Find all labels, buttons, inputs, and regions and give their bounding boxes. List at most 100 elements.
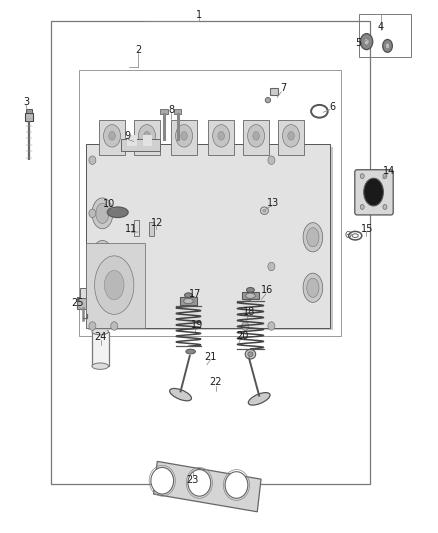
- Bar: [134, 220, 139, 236]
- Bar: [92, 332, 109, 366]
- Ellipse shape: [360, 174, 364, 179]
- Text: 21: 21: [204, 352, 216, 362]
- Ellipse shape: [92, 363, 109, 369]
- Bar: [127, 135, 137, 147]
- Ellipse shape: [247, 287, 254, 292]
- Ellipse shape: [213, 125, 230, 147]
- Ellipse shape: [268, 322, 275, 330]
- Ellipse shape: [383, 39, 392, 52]
- Ellipse shape: [364, 38, 369, 45]
- Ellipse shape: [360, 205, 364, 209]
- Ellipse shape: [385, 43, 390, 49]
- Text: 22: 22: [210, 377, 222, 387]
- Ellipse shape: [253, 132, 259, 140]
- Bar: [51, 21, 370, 484]
- Ellipse shape: [288, 132, 294, 140]
- Ellipse shape: [303, 223, 323, 252]
- Text: Θ: Θ: [344, 231, 351, 240]
- Bar: [86, 243, 145, 328]
- Ellipse shape: [242, 322, 249, 330]
- Bar: [278, 120, 304, 155]
- Ellipse shape: [268, 156, 275, 165]
- Text: 11: 11: [125, 224, 137, 235]
- Ellipse shape: [246, 293, 255, 298]
- Bar: [160, 109, 168, 115]
- Text: 5: 5: [356, 38, 362, 48]
- Bar: [99, 120, 125, 155]
- Bar: [173, 109, 181, 115]
- Ellipse shape: [89, 209, 96, 217]
- Text: 18: 18: [244, 306, 256, 317]
- Bar: [153, 462, 261, 512]
- Ellipse shape: [307, 278, 319, 297]
- Ellipse shape: [364, 178, 383, 206]
- Ellipse shape: [186, 349, 195, 354]
- Bar: [243, 120, 269, 155]
- Text: 4: 4: [378, 22, 384, 33]
- Ellipse shape: [170, 389, 191, 401]
- Bar: [143, 135, 152, 147]
- Bar: [180, 297, 197, 305]
- Bar: [359, 14, 411, 56]
- Bar: [26, 109, 32, 113]
- Ellipse shape: [181, 132, 187, 140]
- Ellipse shape: [176, 125, 193, 147]
- Ellipse shape: [383, 174, 387, 179]
- Text: 24: 24: [94, 332, 106, 342]
- Ellipse shape: [248, 352, 253, 357]
- Ellipse shape: [111, 322, 118, 330]
- Ellipse shape: [89, 156, 96, 165]
- Text: 25: 25: [71, 297, 83, 308]
- Text: 23: 23: [187, 475, 199, 485]
- Ellipse shape: [218, 132, 224, 140]
- Text: 2: 2: [135, 45, 141, 54]
- Bar: [270, 88, 279, 95]
- Ellipse shape: [92, 328, 109, 335]
- Ellipse shape: [104, 270, 124, 300]
- Bar: [88, 147, 332, 330]
- Ellipse shape: [107, 207, 128, 217]
- Ellipse shape: [92, 198, 113, 229]
- Bar: [86, 144, 330, 328]
- Ellipse shape: [225, 472, 248, 498]
- Bar: [242, 292, 259, 300]
- Text: 20: 20: [236, 330, 248, 341]
- Ellipse shape: [92, 283, 113, 314]
- Bar: [171, 120, 197, 155]
- Ellipse shape: [92, 240, 113, 271]
- Text: 13: 13: [268, 198, 280, 208]
- Text: 6: 6: [329, 102, 336, 112]
- Text: 14: 14: [383, 166, 396, 176]
- FancyBboxPatch shape: [355, 169, 393, 215]
- Ellipse shape: [96, 288, 109, 309]
- Ellipse shape: [96, 203, 109, 223]
- Text: 17: 17: [189, 289, 201, 299]
- Text: 10: 10: [103, 199, 115, 209]
- Ellipse shape: [95, 256, 134, 314]
- Ellipse shape: [89, 322, 96, 330]
- Bar: [77, 297, 88, 309]
- Bar: [208, 120, 234, 155]
- Text: 8: 8: [168, 104, 174, 115]
- Ellipse shape: [96, 246, 109, 266]
- Ellipse shape: [283, 125, 300, 147]
- Bar: [121, 139, 160, 151]
- Text: 9: 9: [124, 131, 131, 141]
- Ellipse shape: [151, 467, 173, 494]
- Bar: [25, 113, 33, 121]
- Ellipse shape: [184, 298, 193, 304]
- Ellipse shape: [360, 34, 373, 50]
- Ellipse shape: [138, 125, 155, 147]
- Bar: [79, 70, 341, 336]
- Ellipse shape: [263, 209, 266, 212]
- Ellipse shape: [268, 262, 275, 271]
- Bar: [80, 288, 86, 298]
- Ellipse shape: [188, 470, 211, 496]
- Text: 7: 7: [280, 83, 287, 93]
- Ellipse shape: [247, 125, 265, 147]
- Ellipse shape: [248, 393, 270, 405]
- Text: 16: 16: [261, 286, 273, 295]
- Ellipse shape: [303, 273, 323, 302]
- Ellipse shape: [245, 350, 256, 359]
- Ellipse shape: [144, 132, 150, 140]
